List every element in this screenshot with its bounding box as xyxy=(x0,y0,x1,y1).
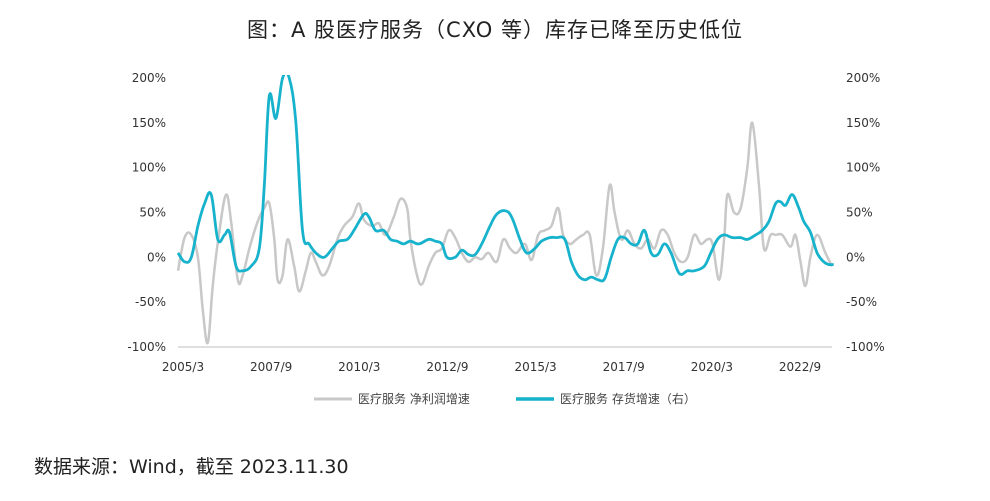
y-left-tick-label: -100% xyxy=(127,340,166,354)
x-tick-label: 2020/3 xyxy=(691,360,733,374)
y-left-tick-label: 50% xyxy=(139,206,166,220)
y-right-tick-label: -100% xyxy=(846,340,885,354)
legend-label: 医疗服务 净利润增速 xyxy=(358,391,470,406)
y-left-tick-label: 150% xyxy=(132,116,166,130)
x-tick-label: 2017/9 xyxy=(603,360,645,374)
line-chart: 200% 150% 100% 50% 0% -50% -100% 200% 150% 100% 50… xyxy=(127,71,884,406)
x-tick-label: 2015/3 xyxy=(514,360,556,374)
y-right-tick-label: 200% xyxy=(846,71,880,85)
legend: 医疗服务 净利润增速 医疗服务 存货增速（右） xyxy=(314,391,696,406)
y-left-tick-label: 200% xyxy=(132,71,166,85)
y-right-tick-label: 150% xyxy=(846,116,880,130)
y-left-tick-label: -50% xyxy=(135,295,166,309)
series-group xyxy=(176,75,834,345)
series-line-inventory-growth xyxy=(176,75,834,283)
y-right-tick-label: -50% xyxy=(846,295,877,309)
series-line-net-profit-growth xyxy=(176,121,834,345)
chart-title: 图：A 股医疗服务（CXO 等）库存已降至历史低位 xyxy=(247,18,743,42)
data-source-note: 数据来源：Wind，截至 2023.11.30 xyxy=(34,456,349,478)
y-left-tick-label: 100% xyxy=(132,161,166,175)
axes: 200% 150% 100% 50% 0% -50% -100% 200% 150% 100% 50… xyxy=(127,71,884,374)
x-tick-label: 2010/3 xyxy=(338,360,380,374)
y-right-tick-label: 50% xyxy=(846,206,873,220)
y-right-tick-label: 100% xyxy=(846,161,880,175)
y-left-tick-label: 0% xyxy=(147,250,166,264)
x-tick-label: 2005/3 xyxy=(162,360,204,374)
y-right-tick-label: 0% xyxy=(846,250,865,264)
x-tick-label: 2012/9 xyxy=(426,360,468,374)
x-tick-label: 2007/9 xyxy=(250,360,292,374)
legend-label: 医疗服务 存货增速（右） xyxy=(560,391,696,406)
x-tick-label: 2022/9 xyxy=(779,360,821,374)
